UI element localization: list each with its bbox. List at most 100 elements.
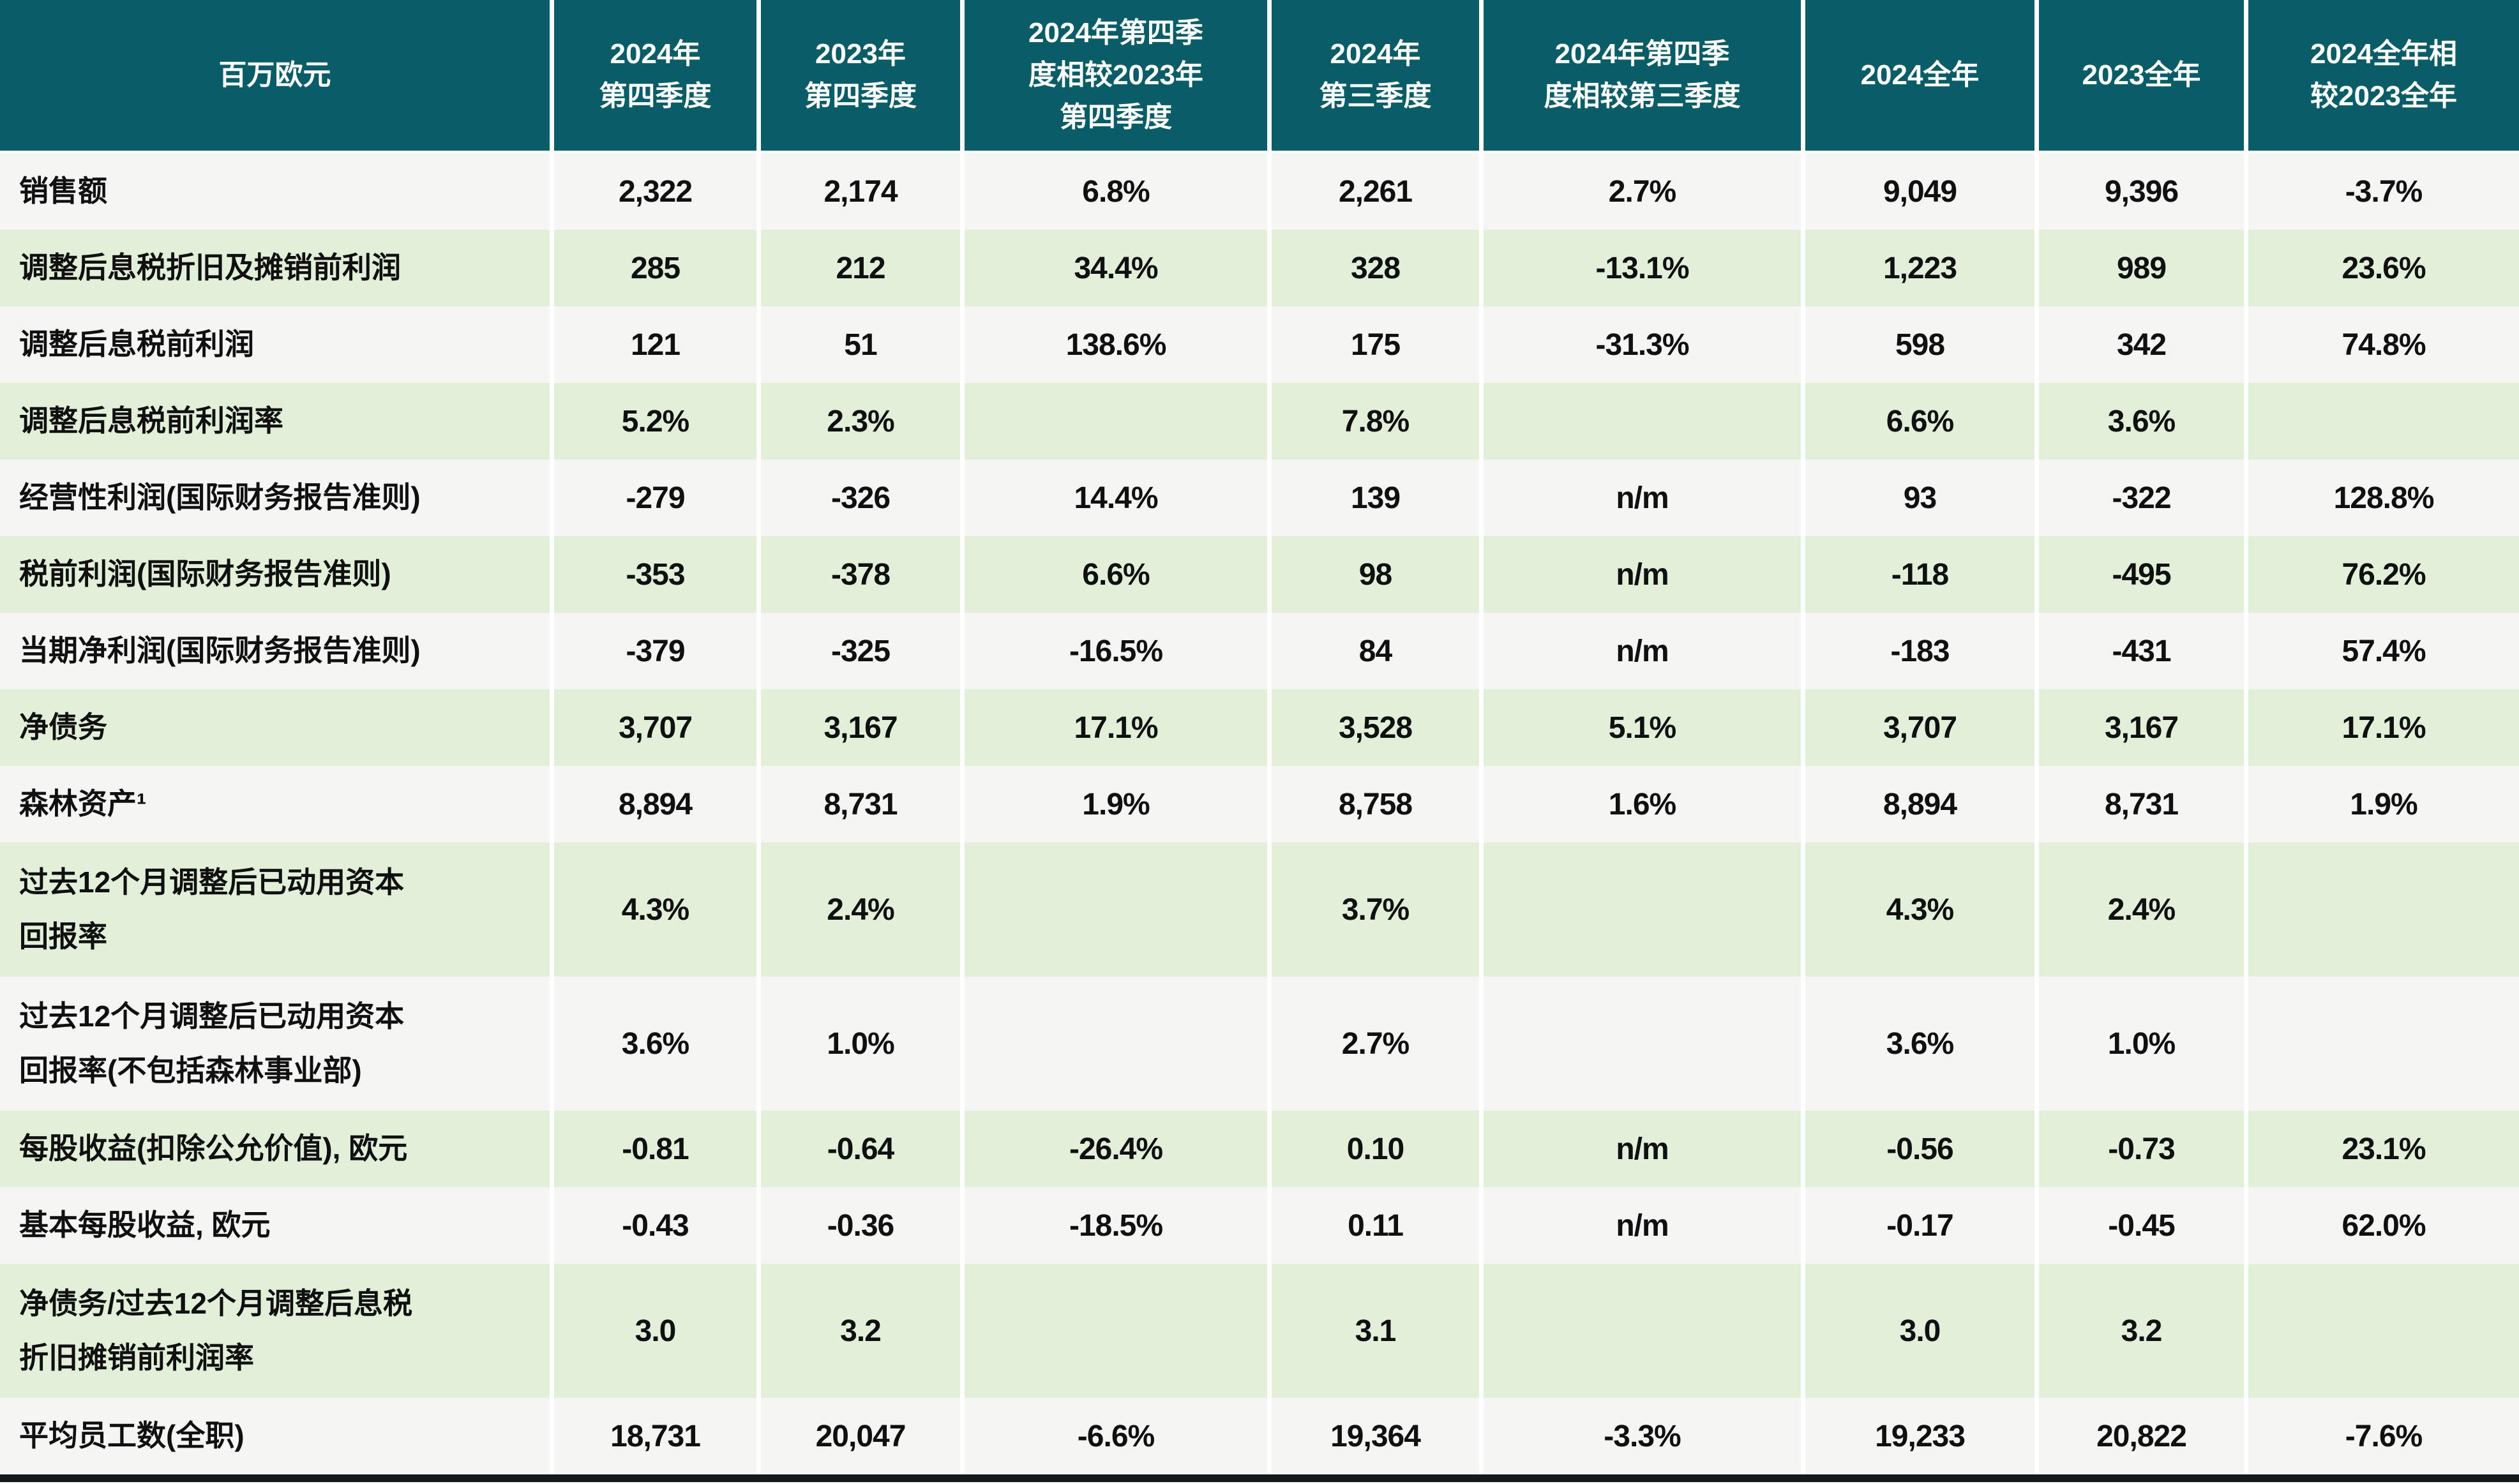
data-cell: n/m [1479, 613, 1801, 689]
data-cell [960, 1264, 1267, 1398]
row-label: 森林资产¹ [0, 766, 550, 843]
data-cell [960, 843, 1267, 977]
data-cell: -0.56 [1801, 1111, 2034, 1187]
data-cell: 9,396 [2034, 153, 2244, 230]
data-cell: 2.4% [2034, 843, 2244, 977]
unit-header: 百万欧元 [0, 0, 550, 153]
data-cell: -431 [2034, 613, 2244, 689]
data-cell: 2,322 [550, 153, 756, 230]
data-cell: -325 [756, 613, 960, 689]
data-cell: -3.3% [1479, 1398, 1801, 1474]
data-cell: 6.6% [1801, 383, 2034, 460]
data-cell: 175 [1267, 306, 1479, 383]
data-cell: n/m [1479, 1111, 1801, 1187]
data-cell: 18,731 [550, 1398, 756, 1474]
data-cell: 1,223 [1801, 230, 2034, 306]
data-cell [1479, 1264, 1801, 1398]
data-cell: 1.9% [2244, 766, 2519, 843]
data-cell: -379 [550, 613, 756, 689]
data-cell: 1.0% [756, 977, 960, 1111]
data-cell: -26.4% [960, 1111, 1267, 1187]
row-label: 税前利润(国际财务报告准则) [0, 536, 550, 613]
table-row: 税前利润(国际财务报告准则) -353 -378 6.6% 98 n/m -118 -495 7… [0, 536, 2519, 613]
data-cell: 3,167 [2034, 689, 2244, 766]
data-cell: -353 [550, 536, 756, 613]
row-label: 净债务/过去12个月调整后息税 折旧摊销前利润率 [0, 1264, 550, 1398]
data-cell: 2.7% [1479, 153, 1801, 230]
column-header: 2024全年 [1801, 0, 2034, 153]
data-cell: 8,758 [1267, 766, 1479, 843]
data-cell: -3.7% [2244, 153, 2519, 230]
data-cell: 5.2% [550, 383, 756, 460]
data-cell: 598 [1801, 306, 2034, 383]
data-cell: 138.6% [960, 306, 1267, 383]
data-cell: 139 [1267, 460, 1479, 536]
table-row: 净债务 3,707 3,167 17.1% 3,528 5.1% 3,707 3,167 17.… [0, 689, 2519, 766]
column-header: 2024年 第四季度 [550, 0, 756, 153]
header-row: 百万欧元 2024年 第四季度 2023年 第四季度 2024年第四季 度相较2023… [0, 0, 2519, 153]
data-cell: 3.0 [550, 1264, 756, 1398]
data-cell: 14.4% [960, 460, 1267, 536]
data-cell: 0.11 [1267, 1187, 1479, 1264]
table-row: 调整后息税前利润率 5.2% 2.3% 7.8% 6.6% 3.6% [0, 383, 2519, 460]
table-row: 过去12个月调整后已动用资本 回报率 4.3% 2.4% 3.7% 4.3% 2.4% [0, 843, 2519, 977]
table-row: 每股收益(扣除公允价值), 欧元 -0.81 -0.64 -26.4% 0.10 n/m -… [0, 1111, 2519, 1187]
data-cell: 6.8% [960, 153, 1267, 230]
data-cell: 4.3% [1801, 843, 2034, 977]
row-label: 过去12个月调整后已动用资本 回报率 [0, 843, 550, 977]
data-cell: -0.73 [2034, 1111, 2244, 1187]
data-cell: 128.8% [2244, 460, 2519, 536]
table-row: 过去12个月调整后已动用资本 回报率(不包括森林事业部) 3.6% 1.0% 2.7%… [0, 977, 2519, 1111]
data-cell: 62.0% [2244, 1187, 2519, 1264]
row-label: 销售额 [0, 153, 550, 230]
data-cell: 2,174 [756, 153, 960, 230]
row-label: 调整后息税前利润 [0, 306, 550, 383]
table-row: 经营性利润(国际财务报告准则) -279 -326 14.4% 139 n/m 93 -322… [0, 460, 2519, 536]
row-label: 调整后息税折旧及摊销前利润 [0, 230, 550, 306]
data-cell: 4.3% [550, 843, 756, 977]
data-cell: 3.6% [550, 977, 756, 1111]
data-cell: -16.5% [960, 613, 1267, 689]
data-cell: 3.2 [2034, 1264, 2244, 1398]
data-cell: 93 [1801, 460, 2034, 536]
data-cell: n/m [1479, 536, 1801, 613]
data-cell: 328 [1267, 230, 1479, 306]
row-label: 调整后息税前利润率 [0, 383, 550, 460]
data-cell: 5.1% [1479, 689, 1801, 766]
data-cell: 6.6% [960, 536, 1267, 613]
data-cell: -322 [2034, 460, 2244, 536]
row-label: 净债务 [0, 689, 550, 766]
data-cell: 0.10 [1267, 1111, 1479, 1187]
data-cell [2244, 843, 2519, 977]
data-cell: 20,047 [756, 1398, 960, 1474]
data-cell: 8,731 [2034, 766, 2244, 843]
data-cell: 23.6% [2244, 230, 2519, 306]
data-cell: 9,049 [1801, 153, 2034, 230]
data-cell: 3,167 [756, 689, 960, 766]
data-cell: 84 [1267, 613, 1479, 689]
data-cell: -13.1% [1479, 230, 1801, 306]
data-cell: 2,261 [1267, 153, 1479, 230]
data-cell: 285 [550, 230, 756, 306]
table-row: 调整后息税前利润 121 51 138.6% 175 -31.3% 598 342 74.8% [0, 306, 2519, 383]
data-cell [1479, 977, 1801, 1111]
data-cell: 121 [550, 306, 756, 383]
data-cell: 8,731 [756, 766, 960, 843]
data-cell: 3.6% [2034, 383, 2244, 460]
data-cell: 3,707 [1801, 689, 2034, 766]
data-cell: -326 [756, 460, 960, 536]
data-cell: 3.1 [1267, 1264, 1479, 1398]
data-cell: 3,707 [550, 689, 756, 766]
data-cell: 1.9% [960, 766, 1267, 843]
table-row: 森林资产¹ 8,894 8,731 1.9% 8,758 1.6% 8,894 8,731 1.… [0, 766, 2519, 843]
row-label: 基本每股收益, 欧元 [0, 1187, 550, 1264]
row-label: 每股收益(扣除公允价值), 欧元 [0, 1111, 550, 1187]
data-cell: 2.4% [756, 843, 960, 977]
data-cell: 76.2% [2244, 536, 2519, 613]
data-cell: 17.1% [2244, 689, 2519, 766]
data-cell: 1.6% [1479, 766, 1801, 843]
data-cell: -0.43 [550, 1187, 756, 1264]
data-cell: 23.1% [2244, 1111, 2519, 1187]
data-cell: -118 [1801, 536, 2034, 613]
data-cell: -31.3% [1479, 306, 1801, 383]
